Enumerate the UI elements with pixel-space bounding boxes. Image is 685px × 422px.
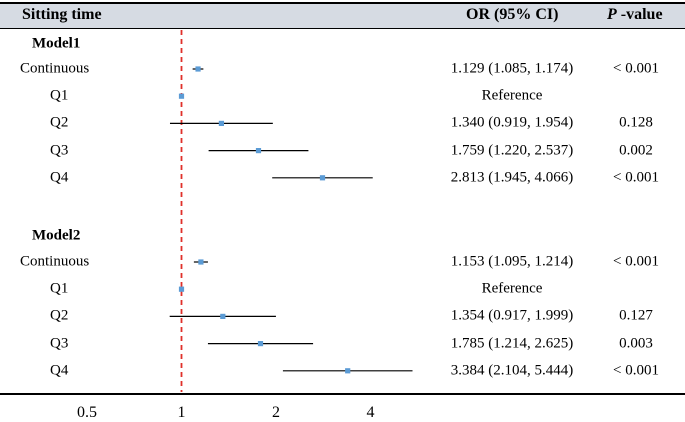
or-ci-value: 1.129 (1.085, 1.174) <box>450 60 574 77</box>
p-value: < 0.001 <box>613 169 659 186</box>
row-label: Q1 <box>50 87 69 104</box>
p-value: < 0.001 <box>613 362 659 379</box>
row-label: Q3 <box>50 142 69 159</box>
row-label: Q2 <box>50 307 69 324</box>
top-rule <box>0 2 685 4</box>
or-ci-value: 3.384 (2.104, 5.444) <box>450 362 574 379</box>
or-point <box>198 259 204 265</box>
p-value: 0.128 <box>619 114 653 131</box>
header-rule <box>0 28 685 29</box>
or-ci-value: 1.340 (0.919, 1.954) <box>450 114 574 131</box>
x-tick-label: 1 <box>177 404 186 421</box>
row-label: Q4 <box>50 362 69 379</box>
header-p-value: P -value <box>607 6 663 24</box>
row-label: Continuous <box>20 253 90 270</box>
or-point <box>319 175 326 181</box>
p-value: 0.002 <box>619 142 653 159</box>
x-tick-label: 4 <box>366 404 375 421</box>
or-point <box>345 368 351 374</box>
p-value: < 0.001 <box>613 253 659 270</box>
or-ci-value: 1.354 (0.917, 1.999) <box>450 307 574 324</box>
row-label: Q3 <box>50 335 69 352</box>
or-ci-value: Reference <box>481 87 543 104</box>
header-p-letter: P <box>607 6 617 23</box>
row-label: Q4 <box>50 169 69 186</box>
p-value: < 0.001 <box>613 60 659 77</box>
row-label: Q2 <box>50 114 69 131</box>
or-ci-value: 1.153 (1.095, 1.214) <box>450 253 574 270</box>
or-ci-value: 2.813 (1.945, 4.066) <box>450 169 574 186</box>
x-tick-label: 0.5 <box>77 404 97 421</box>
header-sitting-time: Sitting time <box>22 6 102 23</box>
bottom-rule <box>0 393 685 395</box>
or-point <box>178 286 185 292</box>
or-ci-value: Reference <box>481 280 543 297</box>
header-background <box>0 3 685 29</box>
row-label: Continuous <box>20 60 90 77</box>
p-value: 0.127 <box>619 307 653 324</box>
row-label: Q1 <box>50 280 69 297</box>
or-point <box>220 313 226 319</box>
x-tick-label: 2 <box>272 404 280 421</box>
header-p-suffix: -value <box>616 6 663 23</box>
model-title: Model1 <box>32 35 81 52</box>
or-point <box>178 93 185 99</box>
header-or-ci: OR (95% CI) <box>466 6 559 23</box>
or-point <box>255 148 262 154</box>
or-ci-value: 1.785 (1.214, 2.625) <box>450 335 574 352</box>
or-point <box>257 341 264 347</box>
or-ci-value: 1.759 (1.220, 2.537) <box>450 142 574 159</box>
p-value: 0.003 <box>619 335 653 352</box>
model-title: Model2 <box>32 227 81 244</box>
or-point <box>218 120 225 126</box>
or-point <box>195 66 201 72</box>
